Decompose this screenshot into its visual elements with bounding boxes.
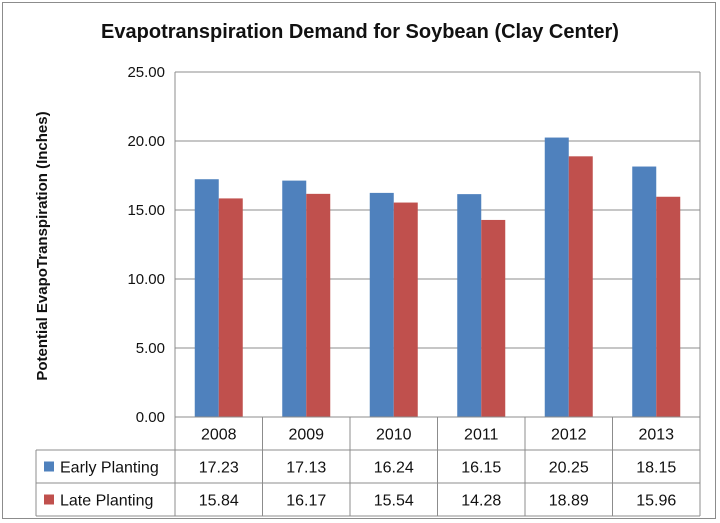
y-axis-ticks: 0.00 5.00 10.00 15.00 20.00 25.00 — [127, 64, 165, 426]
bar-late-2012 — [568, 156, 593, 417]
y-tick-label: 10.00 — [127, 271, 165, 288]
legend-swatch — [44, 494, 54, 505]
data-label: 18.15 — [636, 460, 676, 477]
legend-entry: Late Planting — [60, 493, 153, 510]
data-label: 18.89 — [549, 493, 589, 510]
chart-title: Evapotranspiration Demand for Soybean (C… — [101, 21, 619, 43]
data-table: 2008 2009 2010 2011 2012 2013 Early Planting 17… — [35, 416, 701, 517]
bar-late-2010 — [393, 202, 418, 417]
x-tick-label: 2009 — [288, 427, 324, 444]
bar-late-2009 — [306, 193, 331, 417]
bar-early-2013 — [632, 166, 657, 417]
bars — [194, 137, 681, 418]
bar-late-2008 — [218, 198, 243, 417]
y-tick-label: 25.00 — [127, 64, 165, 81]
x-tick-label: 2008 — [201, 427, 237, 444]
y-tick-label: 15.00 — [127, 202, 165, 219]
bar-early-2010 — [369, 192, 394, 417]
x-tick-label: 2012 — [551, 427, 587, 444]
legend-entry: Early Planting — [60, 460, 159, 477]
gridlines — [174, 71, 701, 418]
legend-swatch — [44, 461, 54, 472]
data-label: 15.84 — [199, 493, 239, 510]
data-label: 16.15 — [461, 460, 501, 477]
bar-late-2013 — [656, 196, 681, 417]
x-tick-label: 2013 — [638, 427, 674, 444]
data-label: 15.96 — [636, 493, 676, 510]
bar-early-2008 — [194, 179, 219, 417]
data-label: 16.24 — [374, 460, 414, 477]
bar-early-2009 — [282, 180, 307, 417]
data-label: 17.23 — [199, 460, 239, 477]
bar-early-2012 — [544, 137, 569, 418]
y-axis-label: Potential EvapoTranspiration (Inches) — [34, 111, 51, 380]
y-tick-label: 0.00 — [136, 409, 165, 426]
data-label: 17.13 — [286, 460, 326, 477]
x-tick-label: 2011 — [464, 427, 499, 444]
x-tick-label: 2010 — [376, 427, 412, 444]
y-tick-label: 20.00 — [127, 133, 165, 150]
bar-late-2011 — [481, 219, 506, 417]
bar-early-2011 — [457, 194, 482, 417]
data-label: 16.17 — [286, 493, 326, 510]
data-label: 14.28 — [461, 493, 501, 510]
data-label: 20.25 — [549, 460, 589, 477]
data-label: 15.54 — [374, 493, 414, 510]
y-tick-label: 5.00 — [136, 340, 165, 357]
